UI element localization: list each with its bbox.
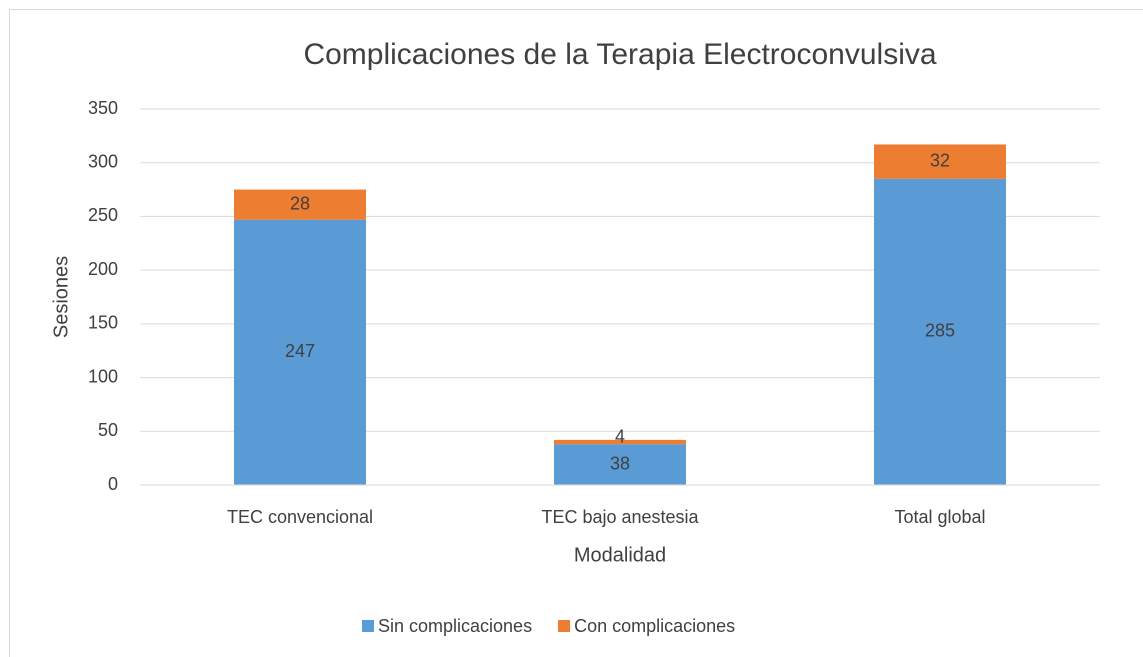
legend-swatch [362,620,374,632]
y-axis-label: Sesiones [50,256,72,338]
legend-label: Sin complicaciones [378,616,532,636]
y-tick-label: 250 [88,205,118,225]
legend-swatch [558,620,571,632]
bar-segment [874,144,1006,179]
y-tick-label: 50 [98,420,118,440]
y-tick-label: 300 [88,151,118,171]
data-label: 28 [290,193,310,213]
bar-segment [554,444,686,485]
x-tick-label: TEC convencional [227,507,373,527]
data-label: 38 [610,453,630,473]
data-label: 285 [925,321,955,341]
y-tick-label: 200 [88,259,118,279]
x-tick-label: Total global [894,507,985,527]
bar-segment [554,439,686,445]
bar-segment [874,178,1006,486]
y-tick-label: 0 [108,474,118,494]
bar-segment [234,219,366,485]
bar-segment [234,189,366,220]
data-label: 32 [930,150,950,170]
x-axis-label: Modalidad [574,544,666,566]
data-label: 247 [285,341,315,361]
data-label: 4 [615,427,625,447]
chart-title: Complicaciones de la Terapia Electroconv… [303,38,936,71]
legend-label: Con complicaciones [574,616,735,636]
y-tick-label: 150 [88,313,118,333]
y-tick-label: 100 [88,366,118,386]
y-tick-label: 350 [88,98,118,118]
x-tick-label: TEC bajo anestesia [541,507,699,527]
